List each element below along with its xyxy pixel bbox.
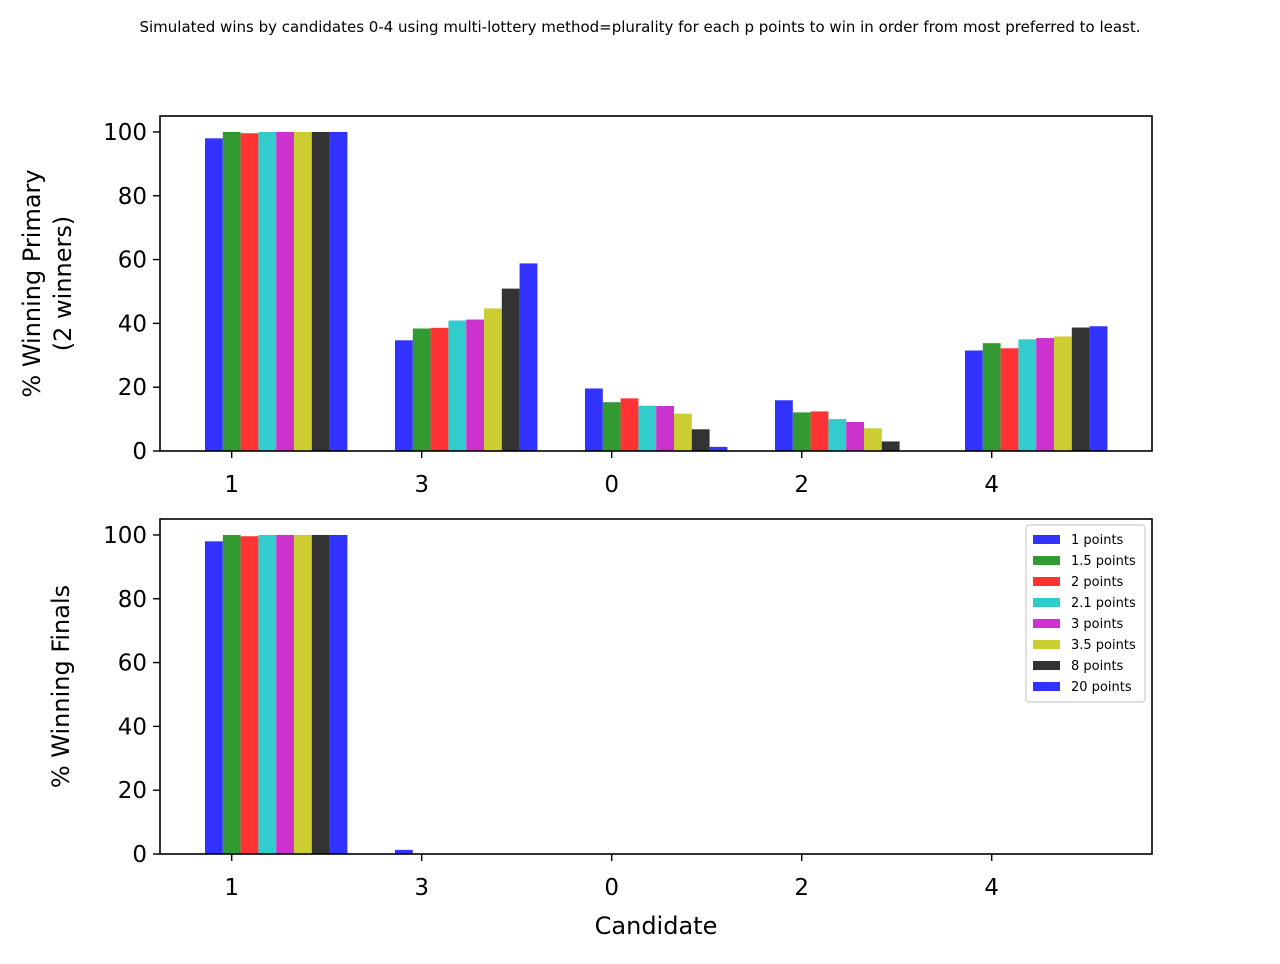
bar bbox=[691, 429, 710, 451]
legend-entry: 2 points bbox=[1071, 575, 1124, 590]
bar bbox=[484, 308, 502, 451]
bar bbox=[222, 131, 241, 451]
x-tick-label: 1 bbox=[224, 472, 239, 498]
legend: 1 points 1.5 points 2 points 2.1 points 3 po… bbox=[1025, 524, 1146, 703]
legend-swatch bbox=[1033, 640, 1060, 649]
y-tick-label: 40 bbox=[118, 311, 147, 337]
bar bbox=[501, 288, 520, 451]
legend-swatch bbox=[1033, 661, 1060, 670]
y-tick-label: 20 bbox=[118, 778, 147, 804]
x-tick-label: 4 bbox=[984, 472, 999, 498]
bar bbox=[466, 319, 484, 451]
chart-panel-2: 0 20 40 60 80 100 1 3 0 2 4 % Winning Finals Candida… bbox=[47, 518, 1153, 940]
bar bbox=[602, 402, 621, 451]
bar bbox=[412, 328, 431, 451]
bar bbox=[294, 534, 312, 854]
bar bbox=[810, 411, 829, 451]
y-tick-label: 40 bbox=[118, 714, 147, 740]
bar bbox=[240, 536, 259, 854]
bar bbox=[395, 340, 413, 451]
y-tick-label: 80 bbox=[118, 587, 147, 613]
bar bbox=[276, 131, 294, 451]
legend-swatch bbox=[1033, 535, 1060, 544]
bar bbox=[1054, 336, 1072, 451]
legend-swatch bbox=[1033, 682, 1060, 691]
bar bbox=[240, 133, 259, 452]
bar bbox=[674, 413, 692, 451]
y-tick-label: 60 bbox=[118, 248, 147, 274]
bar bbox=[846, 421, 864, 451]
y-tick-label: 60 bbox=[118, 651, 147, 677]
legend-swatch bbox=[1033, 598, 1060, 607]
bar bbox=[448, 320, 467, 451]
legend-swatch bbox=[1033, 577, 1060, 586]
bar bbox=[828, 419, 847, 451]
y-tick-label: 0 bbox=[132, 439, 147, 465]
bar bbox=[1071, 327, 1090, 451]
plot-frame bbox=[159, 518, 1153, 855]
legend-entry: 1 points bbox=[1071, 533, 1124, 548]
bar bbox=[258, 534, 277, 854]
bar bbox=[792, 412, 811, 451]
y-tick-label: 80 bbox=[118, 184, 147, 210]
bar bbox=[709, 446, 728, 451]
bar bbox=[276, 534, 294, 854]
bar bbox=[395, 849, 413, 854]
bar bbox=[311, 131, 330, 451]
x-tick-label: 4 bbox=[984, 875, 999, 901]
legend-entry: 3.5 points bbox=[1071, 638, 1136, 653]
bar bbox=[1018, 339, 1037, 451]
bar bbox=[982, 343, 1001, 451]
legend-swatch bbox=[1033, 619, 1060, 628]
x-tick-label: 3 bbox=[414, 472, 429, 498]
y-axis-label: % Winning Finals bbox=[47, 585, 75, 788]
y-tick-label: 20 bbox=[118, 375, 147, 401]
bar bbox=[294, 131, 312, 451]
bar bbox=[222, 534, 241, 854]
legend-entry: 3 points bbox=[1071, 617, 1124, 632]
x-tick-label: 0 bbox=[604, 472, 619, 498]
bar bbox=[864, 428, 882, 451]
bar bbox=[620, 398, 639, 451]
legend-entry: 8 points bbox=[1071, 659, 1124, 674]
bar bbox=[1000, 348, 1019, 451]
plot-frame bbox=[159, 115, 1153, 452]
bar bbox=[329, 534, 348, 854]
bar bbox=[430, 327, 449, 451]
bar bbox=[775, 400, 793, 451]
bar bbox=[1036, 338, 1054, 451]
bar bbox=[329, 131, 348, 451]
bar bbox=[1089, 326, 1108, 451]
x-tick-label: 2 bbox=[794, 875, 809, 901]
bar bbox=[519, 263, 538, 451]
x-tick-label: 0 bbox=[604, 875, 619, 901]
chart-panel-1: 0 20 40 60 80 100 1 3 0 2 4 % Winning Primary (2 win… bbox=[18, 115, 1153, 498]
x-tick-label: 1 bbox=[224, 875, 239, 901]
bar bbox=[205, 138, 223, 451]
bar bbox=[638, 405, 657, 451]
legend-entry: 20 points bbox=[1071, 680, 1132, 695]
bar bbox=[881, 441, 900, 451]
y-tick-label: 100 bbox=[103, 523, 147, 549]
figure-title: Simulated wins by candidates 0-4 using m… bbox=[139, 18, 1141, 36]
x-tick-label: 2 bbox=[794, 472, 809, 498]
bar bbox=[205, 541, 223, 854]
x-tick-label: 3 bbox=[414, 875, 429, 901]
y-axis-label: % Winning Primary bbox=[18, 169, 46, 397]
y-tick-label: 0 bbox=[132, 842, 147, 868]
bar bbox=[656, 406, 674, 451]
y-axis-label-line2: (2 winners) bbox=[49, 216, 77, 351]
bar bbox=[585, 388, 603, 451]
legend-swatch bbox=[1033, 556, 1060, 565]
legend-entry: 2.1 points bbox=[1071, 596, 1136, 611]
y-tick-label: 100 bbox=[103, 120, 147, 146]
x-axis-label: Candidate bbox=[595, 912, 718, 940]
legend-frame bbox=[1025, 524, 1146, 703]
legend-entry: 1.5 points bbox=[1071, 554, 1136, 569]
bar bbox=[311, 534, 330, 854]
bar bbox=[965, 350, 983, 451]
bar bbox=[258, 131, 277, 451]
